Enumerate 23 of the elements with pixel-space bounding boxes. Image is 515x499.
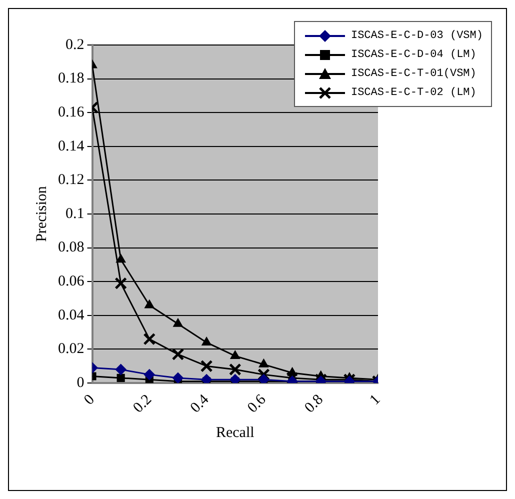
x-tick-label: 0.8 [302, 392, 326, 416]
x-tick-label: 0 [81, 392, 98, 408]
y-tick-label: 0.18 [58, 70, 84, 87]
x-tick-label: 0.2 [130, 392, 156, 416]
y-tick-label: 0.12 [58, 172, 84, 188]
x-tick-label: 1 [366, 392, 384, 408]
y-tick-label: 0 [76, 374, 84, 391]
y-tick-label: 0.1 [66, 206, 84, 222]
y-tick-label: 0.06 [58, 274, 85, 290]
legend-label: ISCAS-E-C-D-03 (VSM) [350, 30, 483, 42]
x-tick-label: 0.4 [188, 391, 213, 416]
legend-label: ISCAS-E-C-D-04 (LM) [350, 48, 476, 60]
legend-label: ISCAS-E-C-T-01(VSM) [350, 68, 476, 80]
y-tick-label: 0.2 [66, 36, 84, 53]
x-tick-label: 0.6 [244, 391, 270, 416]
legend-label: ISCAS-E-C-T-02 (LM) [350, 86, 476, 98]
y-tick-label: 0.02 [58, 341, 84, 358]
y-tick-label: 0.08 [58, 240, 84, 256]
y-tick-label: 0.14 [58, 138, 85, 154]
y-tick-label: 0.04 [58, 307, 85, 324]
y-tick-label: 0.16 [58, 104, 85, 121]
x-axis-title: Recall [216, 424, 254, 441]
y-axis-title: Precision [34, 186, 50, 242]
